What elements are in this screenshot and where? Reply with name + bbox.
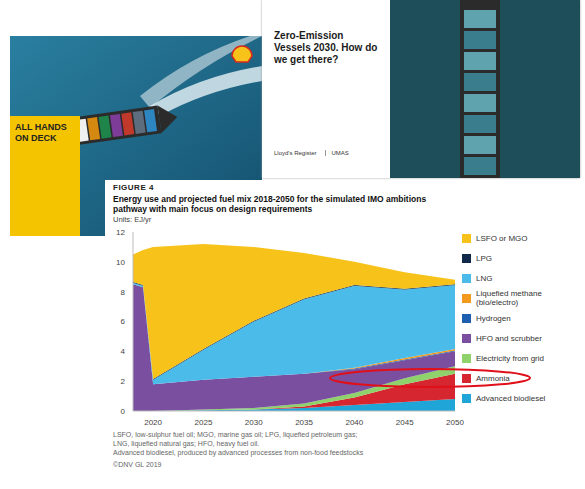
html-text:ALL HANDS ON DECK: ALL HANDS ON DECK [15,122,67,143]
html-text:Electricity from grid: Electricity from grid [476,353,544,363]
svg-text:2040: 2040 [345,418,363,427]
html-text:Lloyd's Register: Lloyd's Register [274,150,317,156]
svg-text:8: 8 [121,288,126,297]
html-text:©DNV GL 2019: ©DNV GL 2019 [113,461,162,468]
html-text:HFO and scrubber: HFO and scrubber [476,333,542,343]
html-text:Ammonia: Ammonia [476,373,510,383]
svg-text:4: 4 [121,347,126,356]
html-text:Liquefied methane (bio/electro: Liquefied methane (bio/electro) [476,289,542,307]
html-text:LSFO or MGO: LSFO or MGO [476,233,528,243]
svg-text:6: 6 [121,317,126,326]
html-text:LSFO, low-sulphur fuel oil; MG: LSFO, low-sulphur fuel oil; MGO, marine … [113,431,358,438]
svg-text:2050: 2050 [446,418,464,427]
svg-text:2025: 2025 [195,418,213,427]
html-text:LPG: LPG [476,253,492,263]
svg-text:2: 2 [121,377,126,386]
html-text:Zero-Emission Vessels 2030. Ho: Zero-Emission Vessels 2030. How do we ge… [274,30,378,65]
html-text:Energy use and projected fuel: Energy use and projected fuel mix 2018-2… [113,194,427,214]
html-text:Advanced biodiesel: Advanced biodiesel [476,393,546,403]
html-text:Advanced biodiesel, produced b: Advanced biodiesel, produced by advanced… [113,449,364,456]
html-text:LNG: LNG [476,273,493,283]
svg-text:0: 0 [121,407,126,416]
svg-text:12: 12 [116,228,125,237]
svg-text:2035: 2035 [295,418,313,427]
svg-text:2020: 2020 [144,418,162,427]
svg-text:2030: 2030 [245,418,263,427]
html-text:LNG, liquefied natural gas; HF: LNG, liquefied natural gas; HFO, heavy f… [113,440,260,447]
svg-text:10: 10 [116,258,125,267]
html-text:Hydrogen: Hydrogen [476,313,511,323]
html-text:Units: EJ/yr: Units: EJ/yr [113,215,152,224]
svg-text:2045: 2045 [396,418,414,427]
html-text:FIGURE 4: FIGURE 4 [113,183,154,192]
html-text:UMAS: UMAS [331,150,349,156]
